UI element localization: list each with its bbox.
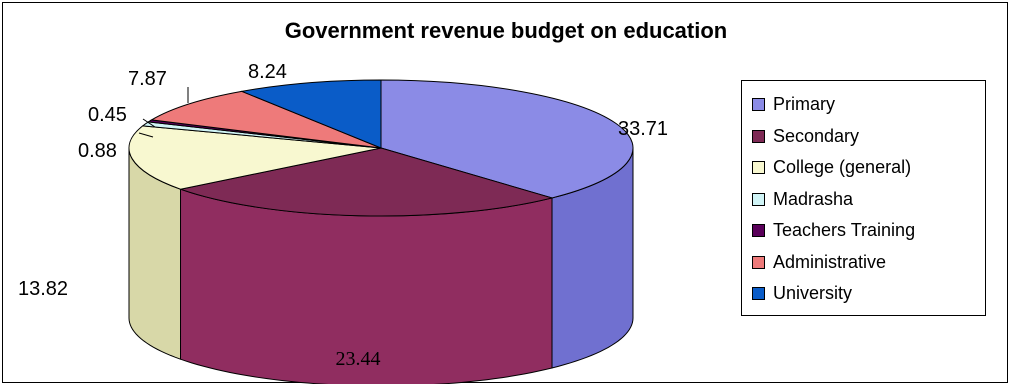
pie-slice-secondary (178, 147, 554, 217)
data-label-administrative: 7.87 (128, 68, 167, 90)
data-label-secondary: 23.44 (336, 348, 381, 370)
leader-line (138, 132, 154, 138)
legend-label: College (general) (773, 157, 912, 178)
data-label-university: 8.24 (248, 61, 287, 83)
legend-swatch (752, 161, 765, 175)
data-label-teachers-training: 0.45 (88, 104, 127, 126)
pie-slice-university (239, 79, 382, 149)
legend-swatch (752, 98, 765, 112)
legend-label: Teachers Training (773, 220, 916, 241)
legend-swatch (752, 192, 765, 206)
legend-swatch (752, 224, 765, 238)
leader-line (142, 118, 156, 128)
legend-label: University (773, 283, 853, 304)
legend-item-madrasha: Madrasha (742, 184, 985, 216)
chart-title: Government revenue budget on education (285, 18, 728, 43)
pie-slice-administrative (149, 90, 382, 149)
legend-item-university: University (742, 278, 985, 310)
pie-sides (128, 147, 634, 384)
legend-item-administrative: Administrative (742, 247, 985, 279)
pie-top (128, 79, 634, 217)
pie-chart: Government revenue budget on education 3… (18, 18, 728, 384)
legend-item-primary: Primary (742, 89, 985, 121)
data-labels: 33.71 23.44 13.82 0.88 0.457.87 8.24 (18, 61, 668, 370)
legend-swatch (752, 287, 765, 301)
data-label-primary: 33.71 (618, 118, 668, 140)
legend-item-college-general: College (general) (742, 152, 985, 184)
legend: Primary Secondary College (general) Madrash… (741, 80, 986, 316)
legend-label: Administrative (773, 251, 887, 272)
legend-label: Madrasha (773, 188, 854, 209)
legend-swatch (752, 255, 765, 269)
pie-slice-primary (380, 79, 634, 199)
legend-swatch (752, 129, 765, 143)
pie-slice-college-general (128, 125, 382, 190)
legend-item-secondary: Secondary (742, 121, 985, 153)
legend-item-teachers-training: Teachers Training (742, 215, 985, 247)
legend-label: Secondary (773, 125, 860, 146)
legend-label: Primary (773, 94, 835, 115)
data-label-college-general: 13.82 (18, 278, 68, 300)
data-label-madrasha: 0.88 (78, 140, 117, 162)
